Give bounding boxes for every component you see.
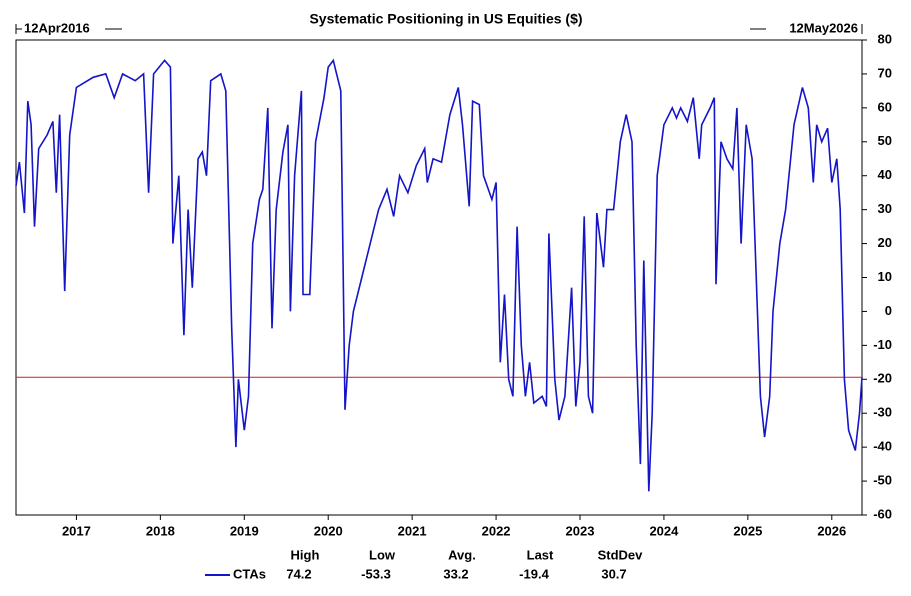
- x-tick-label: 2023: [566, 523, 595, 538]
- stats-value: 30.7: [601, 566, 626, 581]
- y-tick-label: -30: [873, 405, 892, 420]
- y-tick-label: 80: [878, 31, 892, 46]
- stats-value: -53.3: [361, 566, 391, 581]
- stats-value: -19.4: [519, 566, 549, 581]
- y-tick-label: 30: [878, 201, 892, 216]
- stats-value: 33.2: [443, 566, 468, 581]
- x-tick-label: 2020: [314, 523, 343, 538]
- x-tick-label: 2018: [146, 523, 175, 538]
- series-line: [15, 58, 863, 492]
- y-tick-label: 10: [878, 269, 892, 284]
- stats-header: Low: [369, 547, 396, 562]
- y-tick-label: 0: [885, 303, 892, 318]
- x-tick-label: 2024: [649, 523, 679, 538]
- stats-header: Last: [527, 547, 554, 562]
- y-tick-label: -50: [873, 473, 892, 488]
- stats-header: Avg.: [448, 547, 476, 562]
- plot-frame: [15, 39, 863, 516]
- y-tick-label: 70: [878, 65, 892, 80]
- stats-header: StdDev: [598, 547, 644, 562]
- y-tick-label: 60: [878, 99, 892, 114]
- stats-header: High: [291, 547, 320, 562]
- x-tick-label: 2026: [817, 523, 846, 538]
- y-tick-label: -40: [873, 439, 892, 454]
- start-label: 12Apr2016: [24, 20, 90, 35]
- x-tick-label: 2022: [482, 523, 511, 538]
- y-tick-label: -20: [873, 371, 892, 386]
- x-tick-label: 2019: [230, 523, 259, 538]
- x-tick-label: 2017: [62, 523, 91, 538]
- x-tick-label: 2025: [733, 523, 762, 538]
- y-tick-label: -10: [873, 337, 892, 352]
- stats-value: 74.2: [286, 566, 311, 581]
- y-tick-label: 40: [878, 167, 892, 182]
- y-tick-label: 20: [878, 235, 892, 250]
- end-label: 12May2026: [789, 20, 858, 35]
- chart-title: Systematic Positioning in US Equities ($…: [309, 11, 582, 27]
- y-tick-label: 50: [878, 133, 892, 148]
- legend-label: CTAs: [233, 566, 266, 581]
- x-tick-label: 2021: [398, 523, 427, 538]
- y-tick-label: -60: [873, 506, 892, 521]
